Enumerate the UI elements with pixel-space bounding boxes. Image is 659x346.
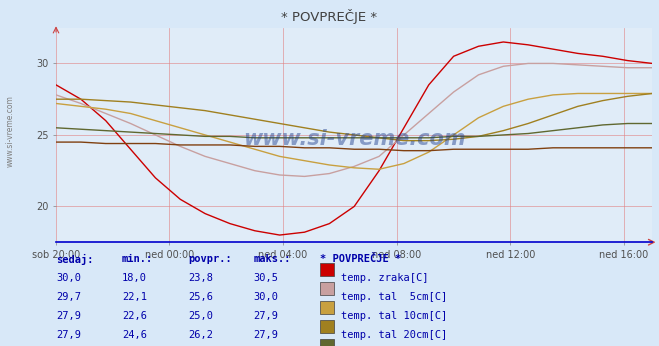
Text: * POVPREČJE *: * POVPREČJE * (320, 254, 401, 264)
Text: 26,2: 26,2 (188, 330, 213, 340)
Text: povpr.:: povpr.: (188, 254, 231, 264)
Text: 18,0: 18,0 (122, 273, 147, 283)
Text: temp. tal 20cm[C]: temp. tal 20cm[C] (341, 330, 447, 340)
Text: www.si-vreme.com: www.si-vreme.com (5, 95, 14, 167)
Text: 30,5: 30,5 (254, 273, 279, 283)
Text: 22,1: 22,1 (122, 292, 147, 302)
Text: * POVPREČJE *: * POVPREČJE * (281, 9, 378, 24)
Text: 25,6: 25,6 (188, 292, 213, 302)
Text: www.si-vreme.com: www.si-vreme.com (243, 129, 465, 149)
Text: sedaj:: sedaj: (56, 254, 94, 265)
Text: 29,7: 29,7 (56, 292, 81, 302)
Text: 30,0: 30,0 (56, 273, 81, 283)
Text: temp. zraka[C]: temp. zraka[C] (341, 273, 429, 283)
Text: 24,6: 24,6 (122, 330, 147, 340)
Text: min.:: min.: (122, 254, 153, 264)
Text: 22,6: 22,6 (122, 311, 147, 321)
Text: 27,9: 27,9 (254, 311, 279, 321)
Text: temp. tal 10cm[C]: temp. tal 10cm[C] (341, 311, 447, 321)
Text: 23,8: 23,8 (188, 273, 213, 283)
Text: 27,9: 27,9 (254, 330, 279, 340)
Text: 27,9: 27,9 (56, 330, 81, 340)
Text: 25,0: 25,0 (188, 311, 213, 321)
Text: 30,0: 30,0 (254, 292, 279, 302)
Text: maks.:: maks.: (254, 254, 291, 264)
Text: 27,9: 27,9 (56, 311, 81, 321)
Text: temp. tal  5cm[C]: temp. tal 5cm[C] (341, 292, 447, 302)
